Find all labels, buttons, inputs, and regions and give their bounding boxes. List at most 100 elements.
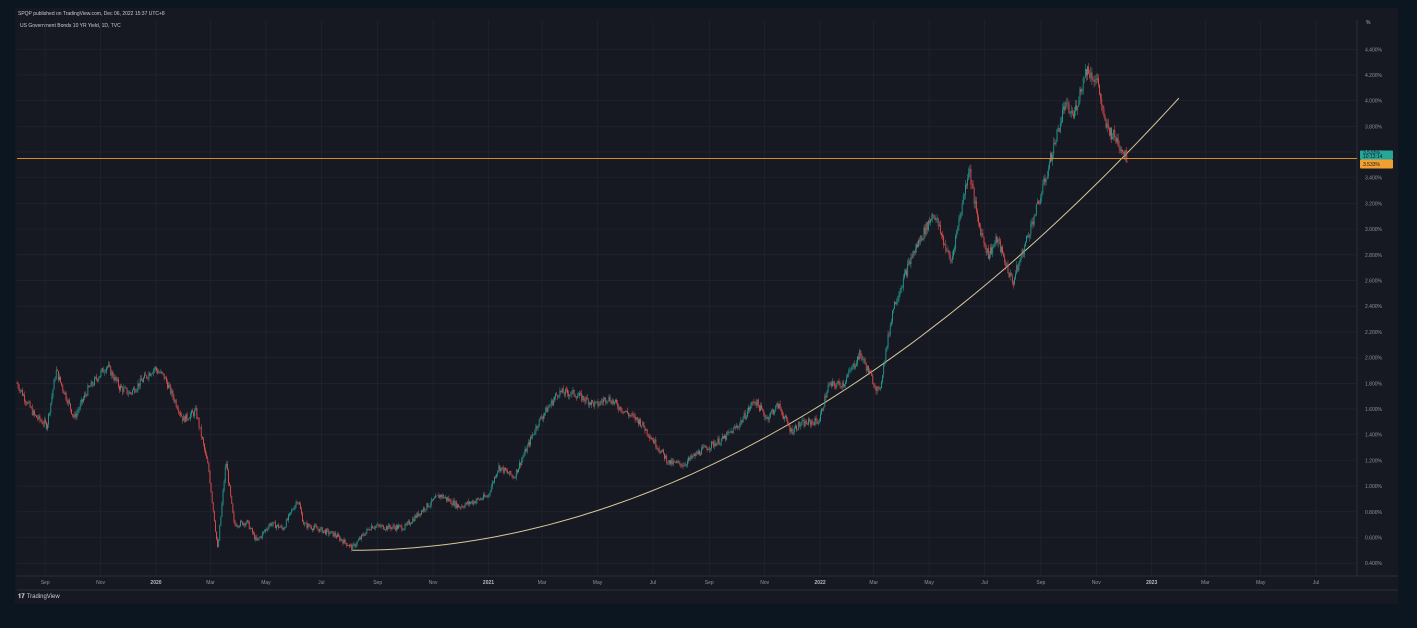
candle-body (1015, 273, 1016, 279)
candle-body (198, 418, 200, 428)
candle-body (518, 468, 519, 473)
candle-body (724, 435, 725, 439)
candle-body (451, 503, 453, 506)
candle-body (482, 498, 483, 500)
candle-body (1025, 241, 1026, 247)
candle-body (184, 416, 186, 422)
candle-body (525, 449, 527, 452)
candle-body (681, 465, 683, 467)
candle-body (708, 449, 710, 450)
candle-body (1046, 176, 1048, 180)
x-tick-label: Jul (1313, 580, 1319, 586)
candle-body (938, 224, 940, 226)
candle-body (141, 380, 143, 382)
x-tick-label: 2020 (150, 580, 161, 586)
candle-body (887, 334, 889, 347)
candle-body (316, 526, 318, 529)
candle-body (955, 236, 957, 249)
candle-body (632, 413, 634, 416)
candle-body (1062, 109, 1063, 122)
candle-body (507, 470, 508, 473)
candle-body (434, 498, 435, 499)
candle-body (684, 464, 686, 466)
candle-body (1125, 150, 1127, 158)
candle-body (268, 526, 270, 530)
candle-body (1020, 256, 1022, 260)
y-tick-label: 1.000% (1365, 484, 1383, 490)
candle-body (29, 401, 31, 408)
candle-body (558, 396, 560, 397)
candle-body (588, 402, 590, 405)
candle-body (659, 451, 661, 453)
candle-body (314, 525, 316, 528)
candle-body (845, 382, 846, 385)
candle-body (760, 405, 761, 411)
y-tick-label: 4.200% (1365, 73, 1383, 79)
candle-body (150, 374, 152, 376)
candle-body (60, 376, 62, 383)
candle-body (282, 527, 284, 530)
candle-body (893, 308, 894, 311)
candle-body (925, 222, 927, 235)
candle-body (914, 248, 916, 254)
candle-body (767, 416, 769, 420)
candle-body (1069, 113, 1071, 114)
candle-body (1016, 265, 1018, 274)
candle-body (1058, 127, 1060, 132)
y-tick-label: 3.800% (1365, 124, 1383, 130)
candle-body (718, 438, 720, 445)
candle-body (960, 213, 962, 218)
candle-body (931, 218, 933, 220)
candle-body (254, 533, 256, 540)
candle-body (979, 222, 981, 227)
candle-body (712, 441, 713, 443)
x-tick-label: Mar (1201, 580, 1210, 586)
candle-body (731, 431, 733, 434)
candle-body (36, 415, 38, 418)
candle-body (179, 412, 180, 413)
candle-body (457, 504, 458, 508)
candle-body (543, 415, 544, 419)
candle-body (1010, 272, 1012, 276)
candle-body (497, 470, 499, 475)
candle-body (110, 366, 112, 376)
candle-body (1003, 253, 1005, 257)
y-tick-label: 2.600% (1365, 279, 1383, 285)
candle-body (224, 466, 226, 482)
candle-body (1055, 141, 1057, 145)
candle-body (950, 259, 952, 261)
candle-body (786, 416, 788, 420)
candle-body (281, 525, 283, 528)
candle-body (1065, 102, 1067, 110)
candle-body (501, 467, 503, 468)
candle-body (545, 407, 547, 413)
candle-body (231, 495, 233, 504)
candle-body (1054, 142, 1056, 145)
candle-body (585, 397, 587, 402)
candle-body (139, 378, 141, 387)
candle-body (361, 534, 362, 540)
candle-body (539, 417, 541, 419)
tradingview-brand[interactable]: 𝟏𝟕 TradingView (18, 594, 60, 601)
candle-body (806, 424, 808, 425)
candle-body (476, 498, 478, 502)
candle-body (308, 523, 310, 527)
candle-body (1099, 84, 1100, 95)
candle-body (285, 519, 287, 528)
candle-body (378, 524, 380, 526)
candle-body (870, 370, 872, 373)
candle-body (17, 383, 19, 388)
candle-body (675, 461, 676, 463)
candle-body (549, 405, 551, 407)
candle-body (70, 403, 71, 410)
candle-body (31, 407, 33, 415)
candle-body (1032, 221, 1034, 225)
candle-body (445, 497, 446, 498)
candle-body (682, 465, 684, 467)
candle-body (1053, 142, 1055, 155)
candle-body (993, 244, 995, 247)
candle-body (926, 222, 928, 231)
candle-body (464, 504, 466, 508)
candle-body (111, 371, 113, 376)
